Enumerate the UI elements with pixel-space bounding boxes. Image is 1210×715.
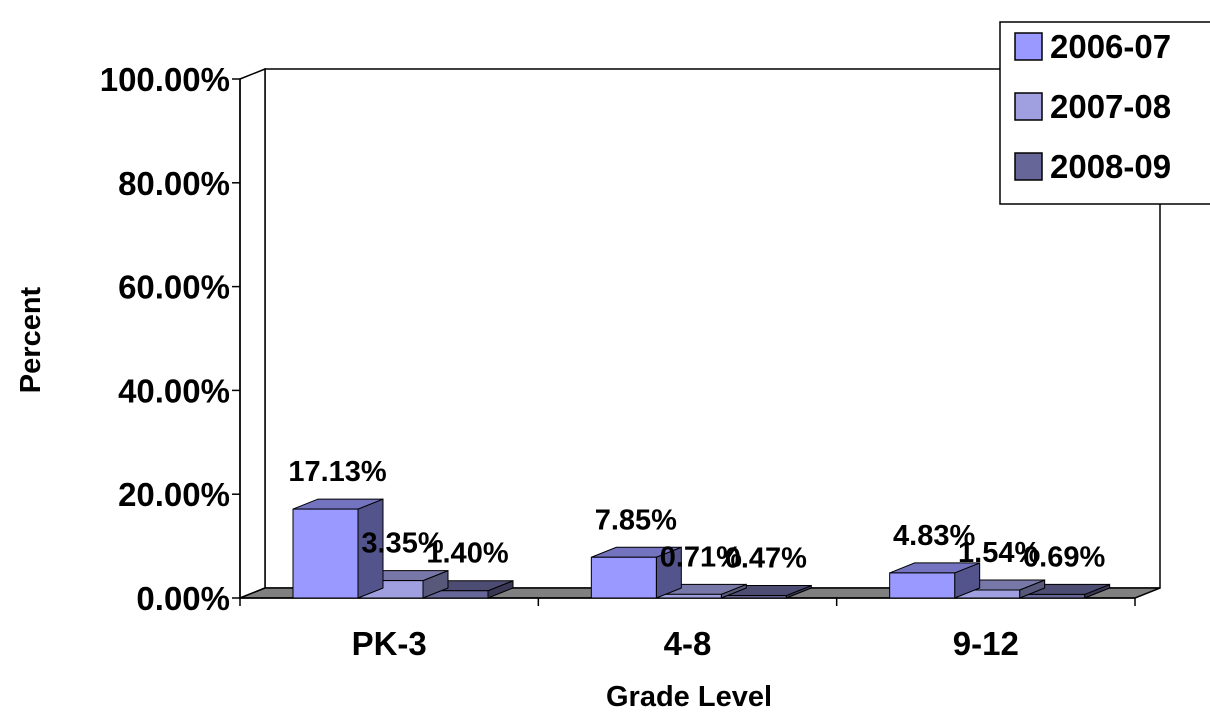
legend: 2006-07 2007-08 2008-09 — [999, 21, 1210, 205]
side-wall — [239, 67, 266, 600]
y-tick-label: 0.00% — [136, 580, 230, 617]
data-label: 17.13% — [288, 456, 387, 488]
legend-swatch — [1014, 32, 1043, 61]
bar-front — [1019, 593, 1086, 599]
data-label: 0.69% — [1023, 541, 1105, 573]
bar — [292, 498, 384, 599]
data-label: 0.47% — [725, 543, 807, 575]
data-label: 1.54% — [958, 537, 1040, 569]
bar-front — [889, 572, 956, 599]
bar-front — [655, 593, 722, 599]
legend-entry: 2007-08 — [1050, 88, 1171, 125]
legend-swatch — [1014, 92, 1043, 121]
x-tick-label: PK-3 — [352, 625, 427, 662]
y-tick-label: 100.00% — [100, 61, 230, 98]
legend-entry: 2008-09 — [1050, 148, 1171, 185]
bar — [889, 562, 981, 599]
bar-front — [720, 595, 787, 599]
bar-front — [590, 556, 657, 599]
y-axis-title: Percent — [15, 286, 47, 393]
x-tick-label: 4-8 — [664, 625, 712, 662]
data-label: 7.85% — [595, 504, 677, 536]
bar-front — [292, 508, 359, 599]
axes: 0.00% 20.00% 40.00% 60.00% 80.00% 100.00% PK-3… — [100, 61, 1136, 662]
x-axis-title: Grade Level — [606, 681, 772, 713]
data-label: 3.35% — [361, 528, 443, 560]
y-tick-label: 80.00% — [118, 165, 230, 202]
data-labels: 17.13% 3.35%1.40% 7.85% 0.71%0.47% 4.83%1.54… — [288, 456, 1105, 574]
y-tick-label: 20.00% — [118, 476, 230, 513]
x-tick-label: 9-12 — [953, 625, 1019, 662]
bar — [590, 546, 682, 599]
data-label: 4.83% — [893, 520, 975, 552]
legend-entry: 2006-07 — [1050, 28, 1171, 65]
bars — [292, 498, 1111, 599]
data-label: 1.40% — [426, 538, 508, 570]
y-tick-label: 40.00% — [118, 372, 230, 409]
legend-swatch — [1014, 152, 1043, 181]
data-label: 0.71% — [660, 541, 742, 573]
y-tick-label: 60.00% — [118, 269, 230, 306]
